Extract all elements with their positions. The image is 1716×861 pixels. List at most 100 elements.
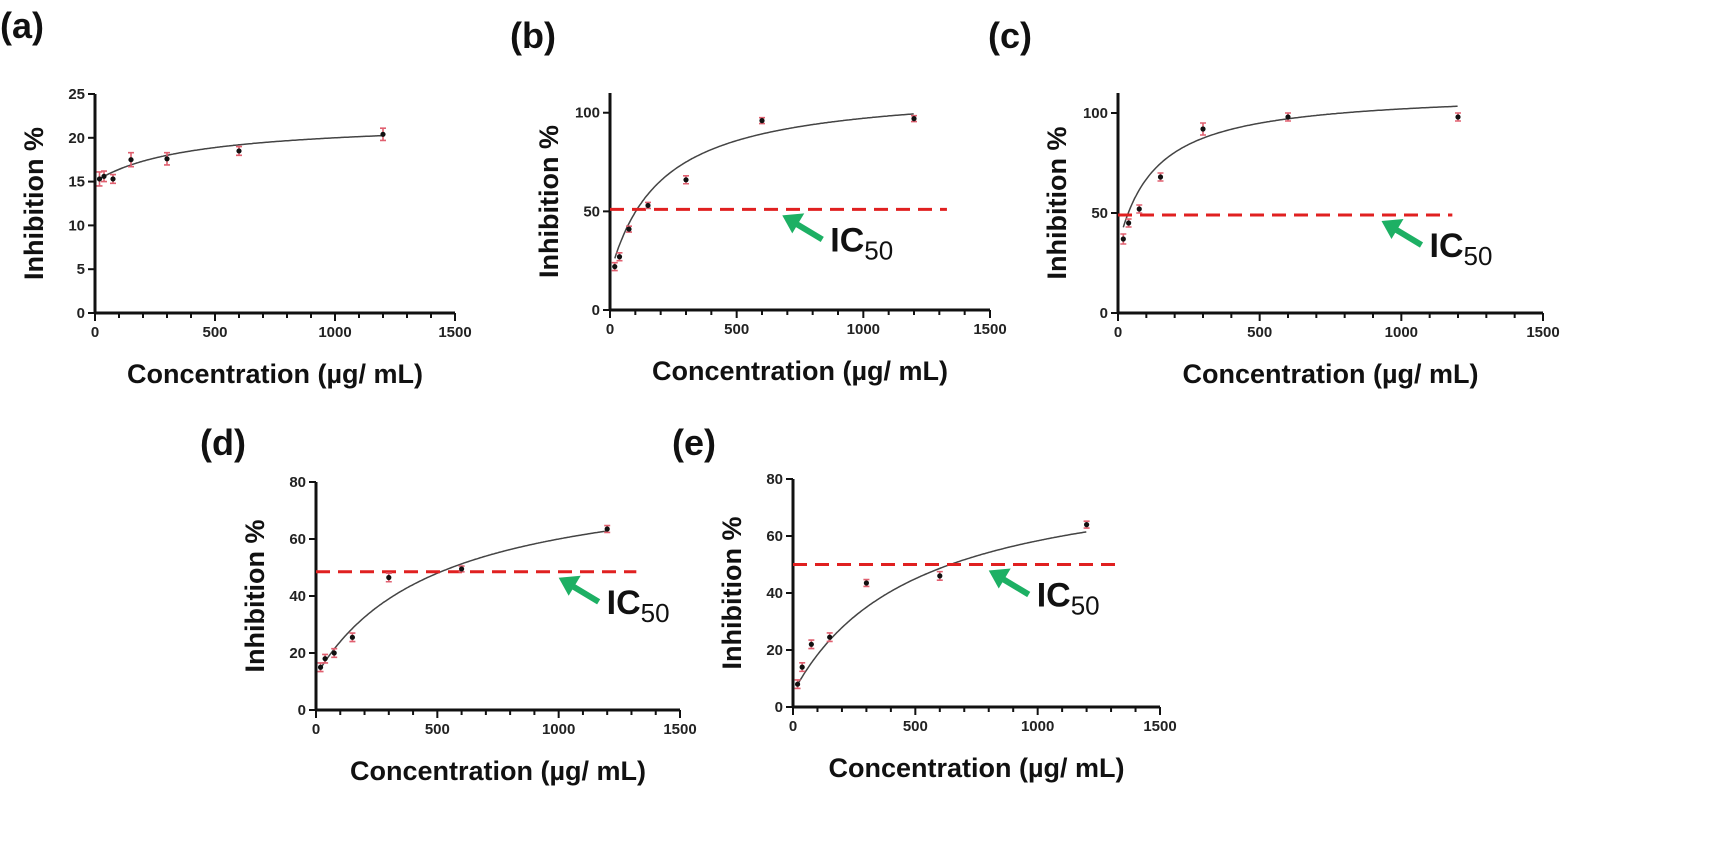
data-point	[759, 118, 765, 124]
data-point	[604, 526, 610, 532]
y-tick-label: 0	[775, 699, 783, 716]
y-tick-label: 40	[289, 588, 306, 605]
fit-curve	[614, 113, 914, 259]
y-tick-label: 100	[575, 105, 600, 122]
y-tick-label: 0	[592, 302, 600, 319]
panel-label: (c)	[988, 15, 1032, 56]
panel-label: (b)	[510, 15, 556, 56]
y-tick-label: 20	[289, 645, 306, 662]
y-tick-label: 5	[77, 261, 85, 278]
data-point	[1120, 236, 1126, 242]
data-point	[380, 131, 386, 137]
x-tick-label: 0	[91, 324, 99, 341]
y-tick-label: 20	[68, 130, 85, 147]
x-tick-label: 1000	[318, 324, 351, 341]
y-tick-label: 10	[68, 217, 85, 234]
panel-label: (e)	[672, 422, 716, 463]
data-point	[1157, 174, 1164, 180]
x-tick-label: 500	[202, 324, 227, 341]
y-axis-label: Inhibition %	[19, 127, 49, 280]
data-point	[331, 650, 337, 656]
data-point	[911, 116, 917, 122]
x-tick-label: 1000	[1021, 718, 1054, 735]
data-point	[683, 177, 689, 183]
y-tick-label: 0	[1100, 305, 1108, 322]
ic50-subscript: 50	[1464, 241, 1493, 271]
x-axis-label: Concentration (µg/ mL)	[652, 356, 948, 386]
ic50-label: IC50	[1037, 577, 1100, 621]
fit-curve	[1122, 105, 1458, 228]
data-point	[236, 148, 242, 154]
x-tick-label: 1000	[847, 321, 880, 338]
x-axis-label: Concentration (µg/ mL)	[828, 753, 1124, 783]
x-tick-label: 0	[1114, 324, 1122, 341]
ic50-subscript: 50	[1071, 591, 1100, 621]
data-point	[96, 176, 103, 182]
x-tick-label: 1000	[1385, 324, 1418, 341]
panel-b: (b) 0 500 1000 1500 0 50 100 Concentration (µg/ …	[510, 15, 1007, 386]
y-tick-label: 0	[77, 305, 85, 322]
ic50-subscript: 50	[641, 598, 670, 628]
arrow-head-icon	[782, 213, 805, 234]
x-tick-label: 500	[425, 721, 450, 738]
x-tick-label: 1500	[1526, 324, 1559, 341]
x-tick-label: 1500	[438, 324, 471, 341]
ic50-label: IC50	[607, 584, 670, 628]
y-tick-label: 25	[68, 86, 85, 103]
y-tick-label: 60	[289, 531, 306, 548]
data-point	[386, 574, 392, 581]
data-point	[322, 656, 328, 662]
ic50-subscript: 50	[864, 235, 893, 265]
x-tick-label: 500	[903, 718, 928, 735]
y-axis-label: Inhibition %	[240, 520, 270, 673]
data-point	[612, 264, 618, 270]
data-point	[164, 156, 170, 162]
data-point	[863, 580, 870, 586]
x-tick-label: 500	[1247, 324, 1272, 341]
data-point	[616, 254, 623, 260]
panel-a: (a) 0 500 1000 1500 0 5 10 15 20 25 Concentration (…	[0, 5, 472, 389]
y-tick-label: 50	[1091, 205, 1108, 222]
y-tick-label: 50	[583, 203, 600, 220]
y-axis-label: Inhibition %	[534, 125, 564, 278]
data-point	[1455, 114, 1461, 120]
x-axis-label: Concentration (µg/ mL)	[350, 756, 646, 786]
x-tick-label: 0	[789, 718, 797, 735]
data-point	[317, 664, 324, 670]
x-tick-label: 500	[724, 321, 749, 338]
data-point	[808, 641, 814, 647]
data-point	[794, 681, 801, 687]
data-point	[827, 634, 833, 640]
panel-e: (e) 0 500 1000 1500 0 20 40 60 80 Concentration (µ…	[672, 422, 1177, 783]
panel-label: (a)	[0, 5, 44, 46]
y-tick-label: 100	[1083, 105, 1108, 122]
ic50-label: IC50	[830, 221, 893, 265]
x-axis-label: Concentration (µg/ mL)	[1182, 359, 1478, 389]
y-axis-label: Inhibition %	[1042, 127, 1072, 280]
data-point	[128, 157, 134, 163]
arrow-head-icon	[1381, 219, 1404, 239]
x-tick-label: 1500	[973, 321, 1006, 338]
data-point	[799, 664, 805, 670]
panel-label: (d)	[200, 422, 246, 463]
panel-d: (d) 0 500 1000 1500 0 20 40 60 80 Concentration (µ…	[200, 422, 697, 786]
ic50-label: IC50	[1430, 227, 1493, 271]
fit-curve	[796, 531, 1087, 685]
y-axis-label: Inhibition %	[717, 517, 747, 670]
data-point	[110, 176, 116, 182]
data-point	[349, 634, 355, 640]
data-point	[1084, 522, 1090, 528]
y-tick-label: 60	[766, 528, 783, 545]
data-point	[1126, 220, 1132, 226]
x-axis-label: Concentration (µg/ mL)	[127, 359, 423, 389]
data-point	[626, 226, 632, 232]
y-tick-label: 15	[68, 174, 85, 191]
data-point	[1285, 114, 1291, 120]
x-tick-label: 0	[312, 721, 320, 738]
data-point	[459, 566, 465, 572]
panel-c: (c) 0 500 1000 1500 0 50 100 Concentration (µg/ …	[988, 15, 1560, 389]
y-tick-label: 40	[766, 585, 783, 602]
x-tick-label: 1000	[542, 721, 575, 738]
y-tick-label: 80	[289, 474, 306, 491]
